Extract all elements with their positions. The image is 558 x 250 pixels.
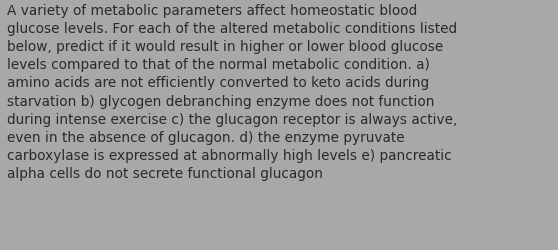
Text: A variety of metabolic parameters affect homeostatic blood
glucose levels. For e: A variety of metabolic parameters affect… bbox=[7, 4, 457, 181]
